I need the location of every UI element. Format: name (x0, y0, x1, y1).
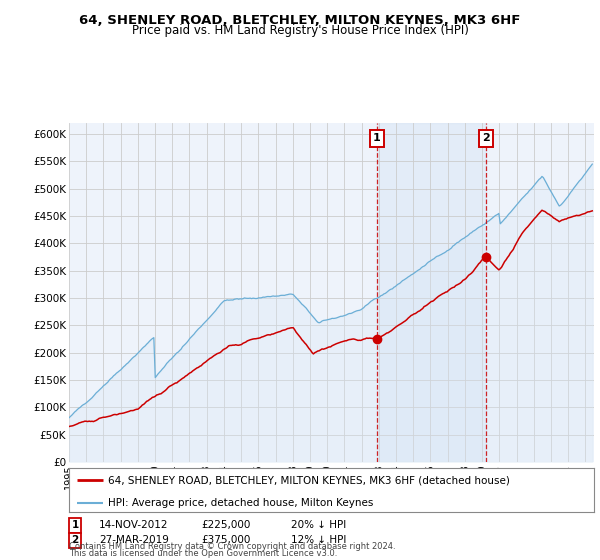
Text: 2: 2 (482, 133, 490, 143)
Text: 27-MAR-2019: 27-MAR-2019 (99, 535, 169, 545)
Text: £375,000: £375,000 (201, 535, 250, 545)
Text: Price paid vs. HM Land Registry's House Price Index (HPI): Price paid vs. HM Land Registry's House … (131, 24, 469, 37)
Text: 1: 1 (373, 133, 380, 143)
Text: 64, SHENLEY ROAD, BLETCHLEY, MILTON KEYNES, MK3 6HF: 64, SHENLEY ROAD, BLETCHLEY, MILTON KEYN… (79, 14, 521, 27)
Text: HPI: Average price, detached house, Milton Keynes: HPI: Average price, detached house, Milt… (109, 497, 374, 507)
Bar (377, 123, 486, 462)
Text: 1: 1 (71, 520, 79, 530)
Text: 14-NOV-2012: 14-NOV-2012 (99, 520, 169, 530)
Text: £225,000: £225,000 (201, 520, 250, 530)
Text: 64, SHENLEY ROAD, BLETCHLEY, MILTON KEYNES, MK3 6HF (detached house): 64, SHENLEY ROAD, BLETCHLEY, MILTON KEYN… (109, 475, 510, 485)
Text: 2: 2 (71, 535, 79, 545)
Text: This data is licensed under the Open Government Licence v3.0.: This data is licensed under the Open Gov… (69, 549, 337, 558)
Text: 12% ↓ HPI: 12% ↓ HPI (291, 535, 346, 545)
Text: Contains HM Land Registry data © Crown copyright and database right 2024.: Contains HM Land Registry data © Crown c… (69, 542, 395, 551)
Text: 20% ↓ HPI: 20% ↓ HPI (291, 520, 346, 530)
